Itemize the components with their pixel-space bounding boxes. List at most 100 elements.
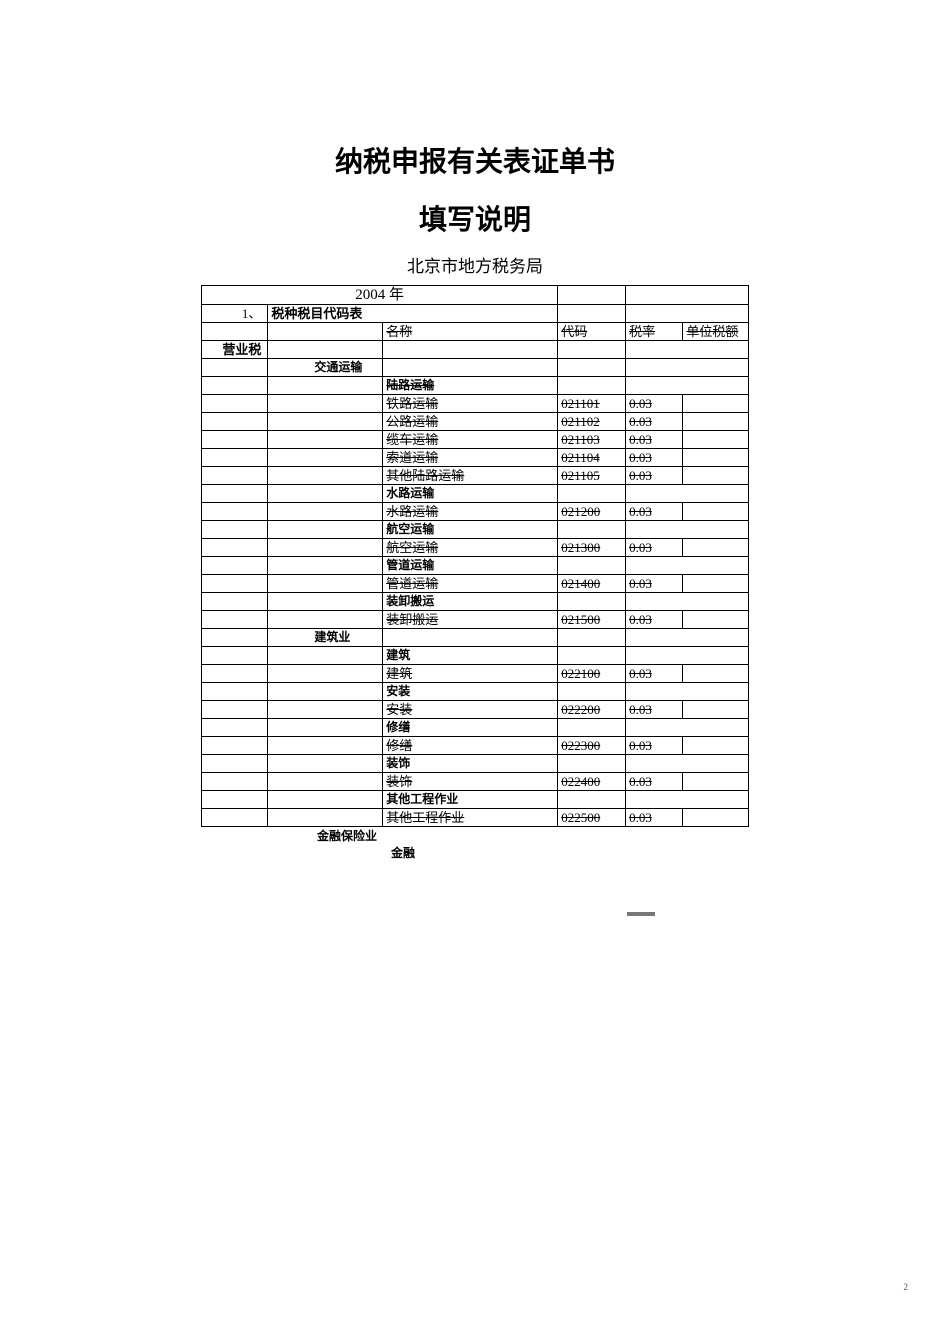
item-name: 建筑 <box>383 665 558 683</box>
empty-cell <box>202 809 268 827</box>
header-unit: 单位税额 <box>683 323 749 341</box>
empty-cell <box>202 575 268 593</box>
item-unit <box>683 467 749 485</box>
table-row: 索道运输 021104 0.03 <box>202 449 749 467</box>
year-row: 2004 年 <box>202 286 749 305</box>
item-unit <box>683 539 749 557</box>
level1-row-finance-insurance: 金融保险业 <box>201 827 749 844</box>
empty-cell <box>202 503 268 521</box>
category-row: 装饰 <box>202 755 749 773</box>
empty-cell <box>558 341 626 359</box>
item-unit <box>683 611 749 629</box>
authority-name: 北京市地方税务局 <box>90 252 860 277</box>
item-name: 装饰 <box>383 773 558 791</box>
cat-land-transport: 陆路运输 <box>386 378 434 392</box>
empty-cell <box>202 737 268 755</box>
empty-cell <box>201 827 271 844</box>
level1-row-transport: 交通运输 <box>202 359 749 377</box>
category-row: 水路运输 <box>202 485 749 503</box>
empty-cell <box>202 539 268 557</box>
cat-decorate: 装饰 <box>383 755 558 773</box>
category-row: 管道运输 <box>202 557 749 575</box>
empty-cell <box>268 701 383 719</box>
item-unit <box>683 503 749 521</box>
empty-cell <box>558 791 626 809</box>
item-rate: 0.03 <box>626 467 683 485</box>
item-code: 021104 <box>558 449 626 467</box>
empty-cell <box>268 467 383 485</box>
item-rate: 0.03 <box>626 737 683 755</box>
category-row: 陆路运输 <box>202 377 749 395</box>
empty-cell <box>271 844 391 861</box>
empty-cell <box>268 557 383 575</box>
item-name: 水路运输 <box>383 503 558 521</box>
empty-cell <box>626 341 749 359</box>
level1-construction: 建筑业 <box>268 629 383 647</box>
empty-cell <box>268 431 383 449</box>
cat-other-eng: 其他工程作业 <box>383 791 558 809</box>
empty-cell <box>558 521 626 539</box>
category-row: 建筑 <box>202 647 749 665</box>
dash-mark-icon <box>627 912 655 916</box>
empty-cell <box>558 286 626 305</box>
table-row: 修缮 022300 0.03 <box>202 737 749 755</box>
empty-cell <box>558 683 626 701</box>
empty-cell <box>202 665 268 683</box>
empty-cell <box>202 377 268 395</box>
empty-cell <box>626 593 749 611</box>
table-row: 装卸搬运 021500 0.03 <box>202 611 749 629</box>
item-name: 航空运输 <box>383 539 558 557</box>
empty-cell <box>558 305 626 323</box>
item-unit <box>683 809 749 827</box>
empty-cell <box>202 395 268 413</box>
empty-cell <box>268 341 383 359</box>
empty-cell <box>202 773 268 791</box>
item-rate: 0.03 <box>626 503 683 521</box>
section-header-row: 1、 税种税目代码表 <box>202 305 749 323</box>
item-code: 021200 <box>558 503 626 521</box>
cat-install: 安装 <box>383 683 558 701</box>
empty-cell <box>558 485 626 503</box>
empty-cell <box>626 377 749 395</box>
section-title: 税种税目代码表 <box>268 305 558 323</box>
empty-cell <box>202 485 268 503</box>
empty-cell <box>202 647 268 665</box>
empty-cell <box>268 503 383 521</box>
level1-row-construction: 建筑业 <box>202 629 749 647</box>
item-unit <box>683 431 749 449</box>
empty-cell <box>383 341 558 359</box>
item-code: 021103 <box>558 431 626 449</box>
item-rate: 0.03 <box>626 773 683 791</box>
item-rate: 0.03 <box>626 611 683 629</box>
cat-building: 建筑 <box>383 647 558 665</box>
empty-cell <box>268 485 383 503</box>
empty-cell <box>201 844 271 861</box>
empty-cell <box>391 827 581 844</box>
title-line-1: 纳税申报有关表证单书 <box>90 140 860 180</box>
cat-air-transport: 航空运输 <box>383 521 558 539</box>
empty-cell <box>268 395 383 413</box>
empty-cell <box>268 611 383 629</box>
empty-cell <box>626 521 749 539</box>
table-row: 安装 022200 0.03 <box>202 701 749 719</box>
table-row: 公路运输 021102 0.03 <box>202 413 749 431</box>
empty-cell <box>202 683 268 701</box>
item-name: 装卸搬运 <box>383 611 558 629</box>
item-rate: 0.03 <box>626 575 683 593</box>
item-rate: 0.03 <box>626 431 683 449</box>
empty-cell <box>268 647 383 665</box>
item-name: 管道运输 <box>383 575 558 593</box>
empty-cell <box>202 467 268 485</box>
item-rate: 0.03 <box>626 413 683 431</box>
item-unit <box>683 773 749 791</box>
document-page: 纳税申报有关表证单书 填写说明 北京市地方税务局 2004 年 1、 税种税目代… <box>0 0 950 861</box>
item-code: 021500 <box>558 611 626 629</box>
header-rate: 税率 <box>626 323 683 341</box>
item-code: 021101 <box>558 395 626 413</box>
empty-cell <box>268 737 383 755</box>
empty-cell <box>268 449 383 467</box>
empty-cell <box>558 557 626 575</box>
item-code: 022300 <box>558 737 626 755</box>
category-row: 航空运输 <box>202 521 749 539</box>
item-unit <box>683 701 749 719</box>
